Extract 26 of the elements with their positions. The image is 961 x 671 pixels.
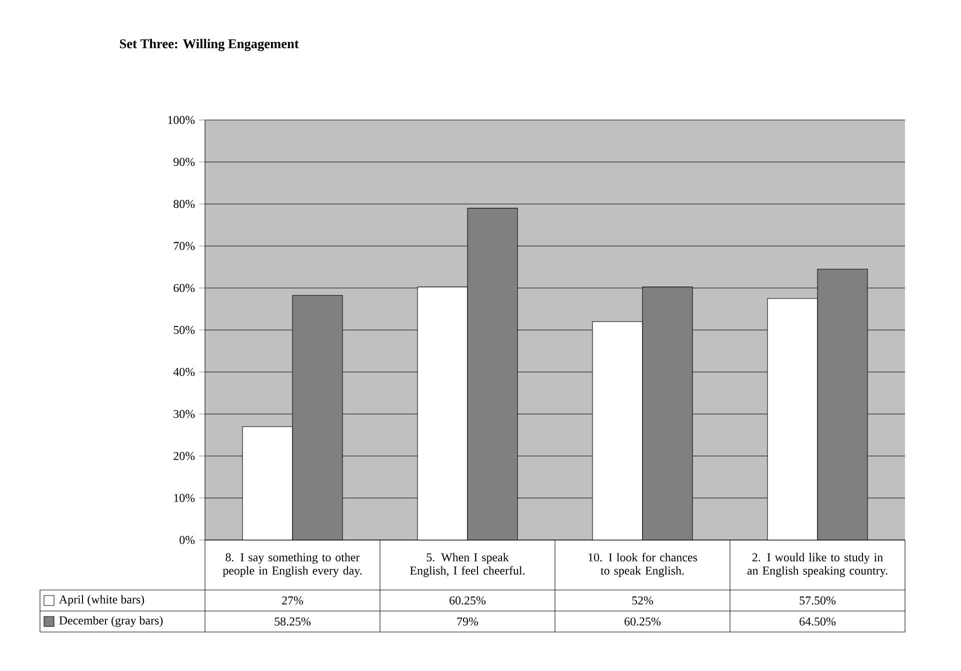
data-label: 27% xyxy=(282,596,304,605)
data-label: 60.25% xyxy=(624,617,661,626)
y-tick-label: 70% xyxy=(174,242,195,250)
x-tick-label: 10. I look for chances to speak English. xyxy=(588,552,698,578)
y-tick-label: 10% xyxy=(174,494,195,502)
y-tick-label: 100% xyxy=(168,116,195,124)
y-tick-label: 90% xyxy=(174,158,195,166)
y-tick-label: 60% xyxy=(174,284,195,292)
chart-title: Set Three: Willing Engagement xyxy=(120,38,299,52)
data-label: 52% xyxy=(632,596,654,605)
data-label: 60.25% xyxy=(450,596,486,605)
legend-label: December (gray bars) xyxy=(59,616,163,627)
y-tick-label: 0% xyxy=(180,536,195,544)
data-label: 64.50% xyxy=(800,617,836,626)
data-label: 58.25% xyxy=(274,617,311,626)
data-label: 79% xyxy=(457,617,478,626)
y-tick-label: 30% xyxy=(174,410,195,418)
y-tick-label: 80% xyxy=(174,200,195,208)
legend-label: April (white bars) xyxy=(59,595,144,606)
x-tick-label: 2. I would like to study in an English speaking country. xyxy=(747,552,888,578)
x-tick-label: 8. I say something to other people in English every day. xyxy=(222,552,362,578)
data-label: 57.50% xyxy=(800,596,836,605)
y-tick-label: 50% xyxy=(174,326,195,334)
y-tick-label: 40% xyxy=(173,368,195,376)
y-tick-label: 20% xyxy=(174,452,195,460)
x-tick-label: 5. When I speak English, I feel cheerful. xyxy=(410,552,524,578)
